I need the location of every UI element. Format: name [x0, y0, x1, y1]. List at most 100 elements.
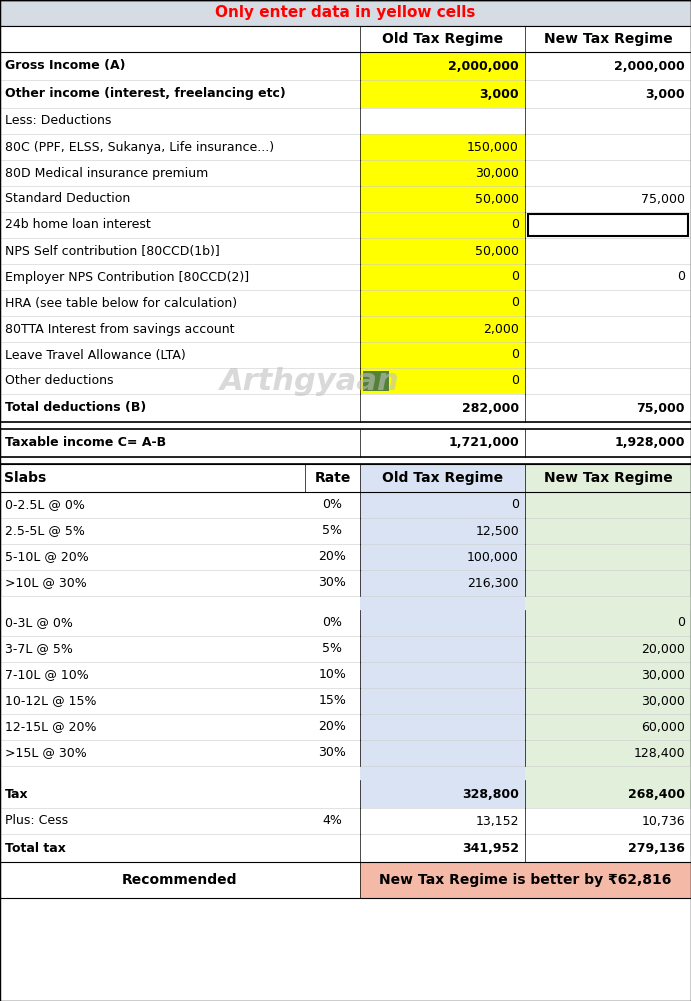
- Text: 0: 0: [511, 296, 519, 309]
- Text: 2,000,000: 2,000,000: [614, 59, 685, 72]
- Bar: [0, 862, 360, 898]
- Text: Old Tax Regime: Old Tax Regime: [382, 471, 503, 485]
- Bar: [525, 636, 691, 662]
- Bar: [360, 238, 525, 264]
- Text: 5-10L @ 20%: 5-10L @ 20%: [5, 551, 88, 564]
- Bar: [525, 570, 691, 596]
- Bar: [0, 429, 305, 457]
- Bar: [360, 862, 691, 898]
- Text: 30,000: 30,000: [641, 695, 685, 708]
- Text: 80D Medical insurance premium: 80D Medical insurance premium: [5, 166, 208, 179]
- Text: Taxable income C= A-B: Taxable income C= A-B: [5, 436, 166, 449]
- Bar: [525, 714, 691, 740]
- Bar: [0, 834, 305, 862]
- Bar: [305, 688, 360, 714]
- Bar: [360, 492, 525, 518]
- Text: 30,000: 30,000: [475, 166, 519, 179]
- Bar: [305, 394, 360, 422]
- Bar: [0, 160, 305, 186]
- Text: Standard Deduction: Standard Deduction: [5, 192, 130, 205]
- Text: 216,300: 216,300: [468, 577, 519, 590]
- Bar: [305, 160, 360, 186]
- Text: 0: 0: [677, 270, 685, 283]
- Text: 30%: 30%: [319, 747, 346, 760]
- Bar: [0, 740, 305, 766]
- Bar: [525, 264, 691, 290]
- Text: New Tax Regime: New Tax Regime: [544, 471, 672, 485]
- Bar: [0, 636, 305, 662]
- Text: 0-2.5L @ 0%: 0-2.5L @ 0%: [5, 498, 85, 512]
- Text: 282,000: 282,000: [462, 401, 519, 414]
- Text: 0: 0: [677, 617, 685, 630]
- Text: 30%: 30%: [319, 577, 346, 590]
- Bar: [0, 570, 305, 596]
- Text: HRA (see table below for calculation): HRA (see table below for calculation): [5, 296, 237, 309]
- Bar: [525, 740, 691, 766]
- Text: 10,736: 10,736: [641, 815, 685, 828]
- Text: 1,928,000: 1,928,000: [614, 436, 685, 449]
- Bar: [305, 834, 360, 862]
- Text: 20,000: 20,000: [641, 643, 685, 656]
- Bar: [525, 610, 691, 636]
- Bar: [305, 610, 360, 636]
- Text: 0: 0: [511, 348, 519, 361]
- Bar: [360, 766, 525, 780]
- Bar: [525, 290, 691, 316]
- Bar: [0, 342, 305, 368]
- Bar: [360, 610, 525, 636]
- Bar: [360, 160, 525, 186]
- Text: 50,000: 50,000: [475, 244, 519, 257]
- Text: 5%: 5%: [323, 525, 343, 538]
- Text: Less: Deductions: Less: Deductions: [5, 114, 111, 127]
- Bar: [360, 636, 525, 662]
- Text: 10-12L @ 15%: 10-12L @ 15%: [5, 695, 97, 708]
- Text: Tax: Tax: [5, 788, 28, 801]
- Bar: [0, 688, 305, 714]
- Bar: [0, 610, 305, 636]
- Text: >15L @ 30%: >15L @ 30%: [5, 747, 87, 760]
- Bar: [305, 342, 360, 368]
- Bar: [305, 52, 360, 80]
- Text: 30,000: 30,000: [641, 669, 685, 682]
- Bar: [0, 264, 305, 290]
- Bar: [0, 238, 305, 264]
- Bar: [525, 52, 691, 80]
- Text: 341,952: 341,952: [462, 842, 519, 855]
- Bar: [525, 662, 691, 688]
- Text: 20%: 20%: [319, 721, 346, 734]
- Text: 3,000: 3,000: [645, 87, 685, 100]
- Bar: [525, 544, 691, 570]
- Text: 20%: 20%: [319, 551, 346, 564]
- Text: Other income (interest, freelancing etc): Other income (interest, freelancing etc): [5, 87, 286, 100]
- Bar: [0, 368, 305, 394]
- Text: 0: 0: [511, 218, 519, 231]
- Bar: [360, 688, 525, 714]
- Bar: [0, 290, 305, 316]
- Bar: [305, 780, 360, 808]
- Text: New Tax Regime is better by ₹62,816: New Tax Regime is better by ₹62,816: [379, 873, 672, 887]
- Bar: [305, 740, 360, 766]
- Bar: [360, 596, 525, 610]
- Bar: [360, 429, 525, 457]
- Bar: [305, 544, 360, 570]
- Bar: [360, 808, 525, 834]
- Bar: [525, 808, 691, 834]
- Bar: [0, 26, 691, 52]
- Bar: [360, 662, 525, 688]
- Bar: [525, 212, 691, 238]
- Text: 0: 0: [511, 498, 519, 512]
- Bar: [0, 766, 691, 780]
- Text: 12-15L @ 20%: 12-15L @ 20%: [5, 721, 97, 734]
- Text: Only enter data in yellow cells: Only enter data in yellow cells: [216, 5, 475, 20]
- Bar: [0, 80, 305, 108]
- Text: Plus: Cess: Plus: Cess: [5, 815, 68, 828]
- Text: 3-7L @ 5%: 3-7L @ 5%: [5, 643, 73, 656]
- Text: 13,152: 13,152: [475, 815, 519, 828]
- Bar: [305, 264, 360, 290]
- Bar: [0, 714, 305, 740]
- Bar: [305, 316, 360, 342]
- Bar: [305, 134, 360, 160]
- Bar: [525, 834, 691, 862]
- Bar: [360, 570, 525, 596]
- Bar: [305, 212, 360, 238]
